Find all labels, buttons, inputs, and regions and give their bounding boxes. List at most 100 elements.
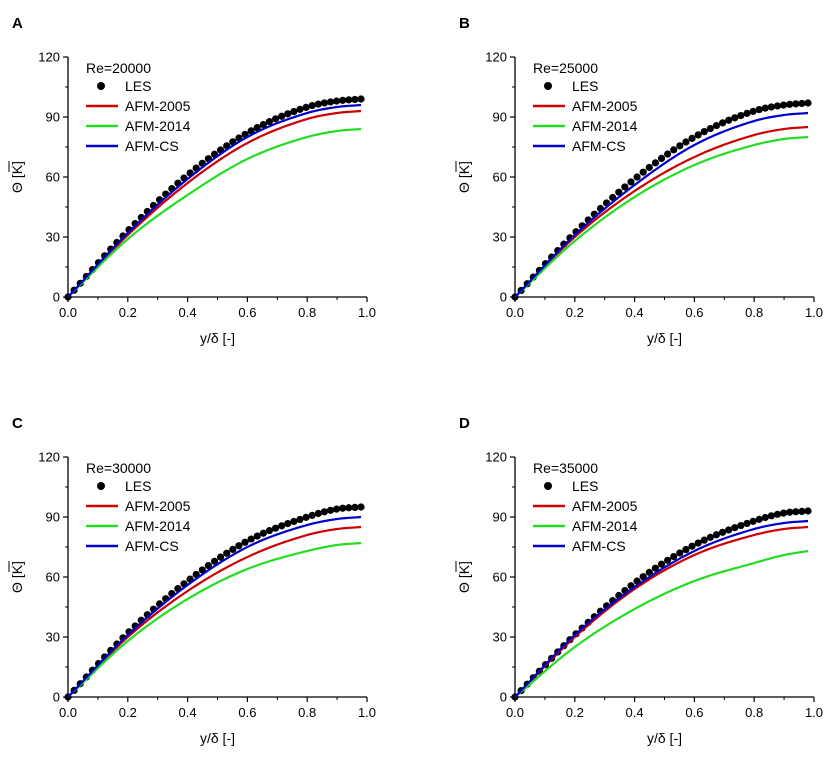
legend-entry-label: LES bbox=[125, 478, 151, 494]
les-marker bbox=[712, 122, 721, 130]
chart-panel-c: C 0.0 0.2 0.4 0.6 0.8 1.0 0 30 60 90 120 y/δ [-] Θ [K… bbox=[0, 400, 414, 781]
les-marker bbox=[253, 124, 261, 132]
legend-entry-label: AFM-2014 bbox=[572, 518, 638, 534]
les-marker bbox=[333, 97, 341, 105]
x-tick-label: 0.6 bbox=[685, 705, 703, 720]
les-marker bbox=[320, 99, 328, 107]
series-les-markers bbox=[511, 99, 812, 301]
x-tick-label: 0.0 bbox=[506, 705, 524, 720]
y-tick-label: 0 bbox=[500, 290, 507, 305]
legend-entry-label: AFM-2005 bbox=[125, 98, 191, 114]
legend-entry-label: AFM-2005 bbox=[572, 98, 638, 114]
les-marker bbox=[682, 138, 690, 146]
les-marker bbox=[621, 183, 629, 191]
legend-entry-label: AFM-CS bbox=[572, 138, 626, 154]
les-marker bbox=[786, 100, 794, 108]
legend: Re=35000 LES AFM-2005 AFM-2014 AFM-CS bbox=[533, 460, 638, 554]
les-marker bbox=[204, 561, 213, 570]
les-marker bbox=[345, 504, 353, 512]
les-marker bbox=[676, 549, 684, 557]
les-marker bbox=[259, 120, 267, 129]
legend-entry-label: AFM-CS bbox=[125, 138, 179, 154]
y-tick-label: 60 bbox=[493, 170, 507, 185]
series-line-afm-2014 bbox=[514, 549, 809, 698]
les-marker bbox=[767, 103, 775, 111]
les-marker bbox=[345, 96, 353, 104]
y-ticks: 0 30 60 90 120 bbox=[485, 50, 515, 305]
series-line-afm-cs bbox=[67, 103, 362, 298]
les-marker bbox=[798, 99, 806, 108]
chart-panel-a: A 0.0 0.2 0.4 0.6 0.8 1.0 0 30 60 90 120 y/δ [-] Θ [K… bbox=[0, 0, 414, 381]
les-marker bbox=[694, 539, 702, 547]
les-marker bbox=[761, 513, 769, 522]
y-tick-label: 30 bbox=[46, 230, 60, 245]
les-marker bbox=[792, 100, 800, 108]
legend-entry-label: AFM-2014 bbox=[572, 118, 638, 134]
y-ticks: 0 30 60 90 120 bbox=[38, 50, 68, 305]
x-tick-label: 0.2 bbox=[566, 305, 584, 320]
y-axis-title: Θ [K] bbox=[9, 161, 25, 193]
les-marker bbox=[725, 526, 733, 534]
legend: Re=20000 LES AFM-2005 AFM-2014 AFM-CS bbox=[86, 60, 191, 154]
les-marker bbox=[339, 96, 347, 104]
x-tick-label: 0.2 bbox=[119, 705, 137, 720]
y-axis-title: Θ [K] bbox=[456, 561, 472, 593]
legend-marker bbox=[97, 82, 105, 90]
x-axis-title: y/δ [-] bbox=[647, 730, 682, 746]
les-marker bbox=[633, 173, 641, 181]
les-marker bbox=[706, 124, 714, 133]
x-axis-title: y/δ [-] bbox=[647, 330, 682, 346]
x-tick-label: 0.0 bbox=[506, 305, 524, 320]
y-axis-title: Θ [K] bbox=[9, 561, 25, 593]
les-marker bbox=[700, 536, 708, 544]
les-marker bbox=[792, 508, 800, 516]
x-tick-label: 0.4 bbox=[626, 305, 644, 320]
x-tick-label: 0.4 bbox=[179, 305, 197, 320]
chart-panel-b: B 0.0 0.2 0.4 0.6 0.8 1.0 0 30 60 90 120 y/δ [-] Θ [K… bbox=[447, 0, 829, 381]
les-marker bbox=[302, 103, 310, 111]
legend-marker bbox=[544, 82, 552, 90]
y-tick-label: 60 bbox=[46, 570, 60, 585]
y-tick-label: 90 bbox=[493, 510, 507, 525]
les-marker bbox=[339, 504, 347, 512]
les-marker bbox=[357, 95, 365, 103]
series-line-afm-2014 bbox=[514, 135, 809, 298]
les-marker bbox=[688, 134, 696, 142]
legend-entry-label: LES bbox=[572, 78, 598, 94]
y-tick-label: 30 bbox=[493, 630, 507, 645]
les-marker bbox=[718, 528, 727, 536]
legend: Re=30000 LES AFM-2005 AFM-2014 AFM-CS bbox=[86, 460, 191, 554]
les-marker bbox=[271, 115, 280, 123]
les-marker bbox=[743, 519, 751, 528]
les-marker bbox=[627, 178, 635, 186]
x-tick-label: 1.0 bbox=[358, 705, 376, 720]
les-marker bbox=[731, 524, 739, 532]
x-tick-label: 0.0 bbox=[59, 305, 77, 320]
les-marker bbox=[290, 517, 298, 526]
legend-title: Re=30000 bbox=[86, 460, 151, 476]
x-axis-title: y/δ [-] bbox=[200, 330, 235, 346]
y-ticks: 0 30 60 90 120 bbox=[485, 450, 515, 705]
panel-letter: C bbox=[12, 415, 23, 432]
les-marker bbox=[694, 131, 702, 139]
x-tick-label: 0.4 bbox=[626, 705, 644, 720]
les-marker bbox=[737, 111, 745, 120]
les-marker bbox=[198, 566, 206, 574]
legend-title: Re=35000 bbox=[533, 460, 598, 476]
y-tick-label: 60 bbox=[493, 570, 507, 585]
les-marker bbox=[308, 511, 316, 519]
legend-entry-label: AFM-2005 bbox=[125, 498, 191, 514]
les-marker bbox=[326, 506, 335, 514]
les-marker bbox=[645, 163, 653, 172]
series-line-afm-2014 bbox=[67, 127, 362, 298]
legend-entry-label: AFM-CS bbox=[572, 538, 626, 554]
series-line-afm-2005 bbox=[514, 525, 809, 698]
les-marker bbox=[749, 517, 757, 525]
legend-title: Re=25000 bbox=[533, 60, 598, 76]
les-marker bbox=[670, 146, 678, 154]
panel-letter: A bbox=[12, 15, 23, 32]
series-line-afm-2005 bbox=[67, 109, 362, 298]
les-marker bbox=[664, 556, 672, 564]
les-marker bbox=[682, 545, 690, 554]
les-marker bbox=[767, 512, 775, 520]
